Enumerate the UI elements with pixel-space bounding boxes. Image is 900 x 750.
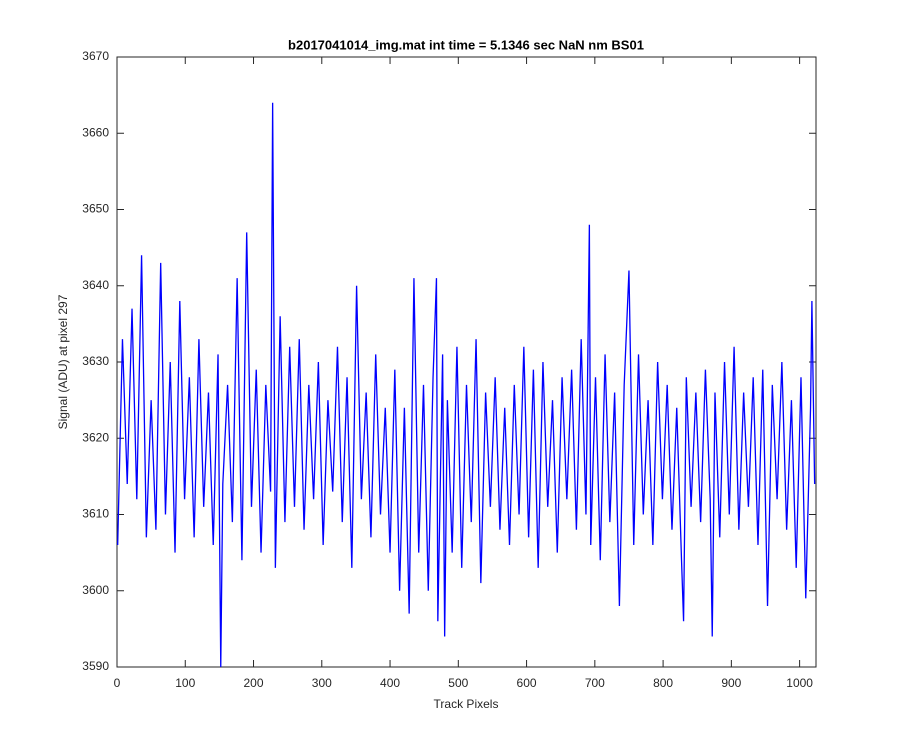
- y-tick-label: 3660: [82, 125, 109, 139]
- x-tick-label: 800: [653, 676, 673, 690]
- x-tick-label: 1000: [786, 676, 813, 690]
- y-tick-label: 3630: [82, 354, 109, 368]
- y-tick-label: 3650: [82, 202, 109, 216]
- y-axis-label: Signal (ADU) at pixel 297: [56, 294, 70, 429]
- x-tick-label: 900: [721, 676, 741, 690]
- y-tick-label: 3670: [82, 49, 109, 63]
- x-tick-label: 700: [585, 676, 605, 690]
- x-axis-label: Track Pixels: [434, 697, 499, 711]
- y-tick-label: 3610: [82, 507, 109, 521]
- y-tick-label: 3640: [82, 278, 109, 292]
- x-tick-label: 200: [244, 676, 264, 690]
- x-tick-label: 0: [114, 676, 121, 690]
- y-tick-label: 3620: [82, 430, 109, 444]
- chart-title: b2017041014_img.mat int time = 5.1346 se…: [288, 37, 644, 52]
- x-tick-label: 500: [448, 676, 468, 690]
- x-tick-label: 100: [175, 676, 195, 690]
- plot-area: [116, 56, 817, 668]
- data-line: [117, 102, 816, 668]
- x-tick-label: 300: [312, 676, 332, 690]
- x-tick-label: 600: [517, 676, 537, 690]
- x-tick-label: 400: [380, 676, 400, 690]
- y-tick-label: 3590: [82, 659, 109, 673]
- y-tick-label: 3600: [82, 583, 109, 597]
